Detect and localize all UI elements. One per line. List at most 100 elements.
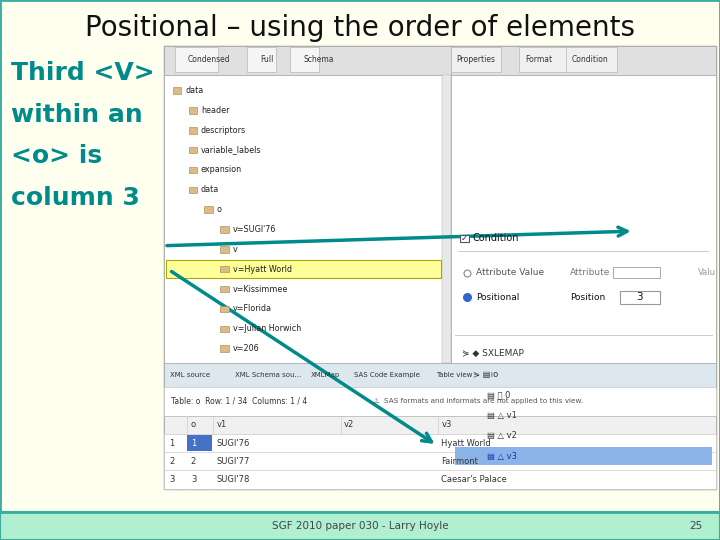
Text: Valu: Valu: [698, 268, 716, 278]
Text: ⋟ ◆ SXLEMAP: ⋟ ◆ SXLEMAP: [462, 349, 523, 359]
Bar: [220, 246, 229, 253]
Text: v=Julian Horwich: v=Julian Horwich: [233, 324, 301, 333]
Text: <o> is: <o> is: [11, 144, 102, 168]
Text: v=Kissimmee: v=Kissimmee: [233, 285, 288, 294]
Bar: [166, 260, 441, 278]
Text: Table: o  Row: 1 / 34  Columns: 1 / 4: Table: o Row: 1 / 34 Columns: 1 / 4: [171, 397, 307, 406]
Bar: [189, 167, 197, 173]
Bar: [620, 291, 660, 303]
Text: SUGI'76: SUGI'76: [217, 438, 250, 448]
Bar: [220, 286, 229, 292]
Bar: [164, 387, 716, 416]
Bar: [220, 326, 229, 332]
Bar: [459, 235, 469, 242]
Bar: [164, 452, 716, 470]
Text: Format: Format: [525, 55, 552, 64]
Bar: [220, 346, 229, 352]
Bar: [164, 46, 451, 75]
Bar: [442, 75, 451, 362]
Text: ▤ 🔷 0: ▤ 🔷 0: [487, 390, 510, 400]
Bar: [451, 75, 716, 362]
Bar: [164, 434, 716, 452]
Bar: [189, 187, 197, 193]
Text: Condition: Condition: [572, 55, 608, 64]
Text: o: o: [191, 420, 196, 429]
Bar: [164, 75, 451, 362]
Text: Schema: Schema: [303, 55, 333, 64]
Text: Fairmont: Fairmont: [441, 457, 478, 466]
Text: o: o: [217, 205, 222, 214]
Text: header: header: [201, 106, 230, 115]
Text: 1: 1: [191, 438, 196, 448]
Text: XML Schema sou...: XML Schema sou...: [235, 372, 301, 377]
Bar: [247, 48, 276, 72]
Text: variable_labels: variable_labels: [201, 146, 261, 154]
Text: v=Hyatt World: v=Hyatt World: [233, 265, 292, 274]
Bar: [187, 435, 212, 451]
Text: Attribute Value: Attribute Value: [476, 268, 544, 278]
Text: ⚠  SAS formats and informats are not applied to this view.: ⚠ SAS formats and informats are not appl…: [373, 398, 583, 404]
Text: 1: 1: [169, 438, 174, 448]
Text: 3: 3: [636, 292, 643, 302]
Bar: [454, 447, 712, 464]
Text: 25: 25: [689, 521, 702, 531]
Text: SUGI'78: SUGI'78: [217, 475, 250, 484]
Text: Caesar's Palace: Caesar's Palace: [441, 475, 507, 484]
Text: XML source: XML source: [170, 372, 210, 377]
Bar: [164, 470, 716, 489]
Text: Third <V>: Third <V>: [11, 62, 154, 85]
Text: SGF 2010 paper 030 - Larry Hoyle: SGF 2010 paper 030 - Larry Hoyle: [271, 521, 449, 531]
Text: v: v: [233, 245, 238, 254]
Text: v=Florida: v=Florida: [233, 305, 271, 313]
Bar: [164, 46, 716, 489]
Text: Attribute: Attribute: [570, 268, 610, 278]
Bar: [175, 48, 218, 72]
Text: Positional: Positional: [476, 293, 520, 302]
Text: v=SUGI'76: v=SUGI'76: [233, 225, 276, 234]
Text: descriptors: descriptors: [201, 126, 246, 135]
Text: Properties: Properties: [456, 55, 495, 64]
Bar: [220, 266, 229, 273]
Text: 3: 3: [191, 475, 196, 484]
Text: ▤ △ v1: ▤ △ v1: [487, 411, 517, 420]
Text: Table view: Table view: [436, 372, 473, 377]
Bar: [189, 147, 197, 153]
Bar: [290, 48, 319, 72]
Bar: [189, 127, 197, 133]
Text: 2: 2: [191, 457, 196, 466]
Text: data: data: [201, 185, 219, 194]
Text: data: data: [185, 86, 203, 95]
Bar: [220, 306, 229, 312]
Text: Condition: Condition: [472, 233, 519, 242]
Text: Position: Position: [570, 293, 605, 302]
Text: Full: Full: [260, 55, 274, 64]
Text: ✓: ✓: [460, 234, 467, 243]
Bar: [4, 49, 158, 227]
Text: expansion: expansion: [201, 165, 242, 174]
Text: v3: v3: [441, 420, 451, 429]
Text: within an: within an: [11, 103, 143, 127]
Text: ▤ △ v3: ▤ △ v3: [487, 452, 517, 461]
Bar: [173, 87, 181, 94]
Bar: [164, 362, 716, 387]
Bar: [0, 512, 720, 540]
Bar: [451, 48, 501, 72]
Text: ▤ △ v2: ▤ △ v2: [487, 431, 517, 441]
Text: i: i: [490, 372, 492, 377]
Text: v2: v2: [344, 420, 354, 429]
Text: Positional – using the order of elements: Positional – using the order of elements: [85, 14, 635, 42]
Text: Hyatt World: Hyatt World: [441, 438, 491, 448]
Bar: [204, 206, 213, 213]
Text: ⋟ ▤ o: ⋟ ▤ o: [472, 370, 498, 379]
Text: SUGI'77: SUGI'77: [217, 457, 250, 466]
Bar: [451, 46, 716, 75]
Bar: [164, 416, 716, 434]
Bar: [566, 48, 616, 72]
Text: Condensed: Condensed: [188, 55, 230, 64]
Text: SAS Code Example: SAS Code Example: [354, 372, 419, 377]
Bar: [613, 267, 660, 278]
Bar: [220, 226, 229, 233]
Text: 3: 3: [169, 475, 174, 484]
Text: v=206: v=206: [233, 344, 259, 353]
Text: v1: v1: [217, 420, 227, 429]
